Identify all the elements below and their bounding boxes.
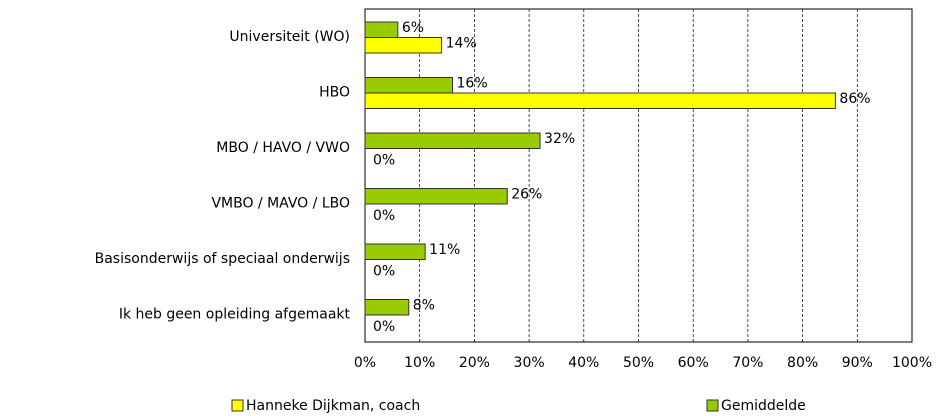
x-tick-label: 100% xyxy=(892,355,932,371)
value-label: 0% xyxy=(373,319,395,335)
value-label: 32% xyxy=(544,131,575,147)
value-label: 86% xyxy=(839,91,870,107)
legend-label: Gemiddelde xyxy=(721,398,806,414)
value-label: 0% xyxy=(373,208,395,224)
x-tick-label: 90% xyxy=(842,355,873,371)
bar xyxy=(364,77,454,94)
y-tick-label: Basisonderwijs of speciaal onderwijs xyxy=(95,251,350,267)
bar xyxy=(364,92,836,109)
bar xyxy=(364,243,426,260)
value-label: 11% xyxy=(429,242,460,258)
value-label: 0% xyxy=(373,263,395,279)
legend-swatch xyxy=(706,399,719,412)
y-tick-label: Universiteit (WO) xyxy=(229,29,350,45)
x-tick-label: 30% xyxy=(514,355,545,371)
y-tick-label: Ik heb geen opleiding afgemaakt xyxy=(119,306,351,322)
x-tick-label: 50% xyxy=(623,355,654,371)
value-label: 16% xyxy=(457,75,488,91)
value-label: 8% xyxy=(413,297,435,313)
y-tick-label: MBO / HAVO / VWO xyxy=(216,140,350,156)
x-tick-label: 20% xyxy=(459,355,490,371)
y-tick-label: HBO xyxy=(319,84,350,100)
x-tick-label: 70% xyxy=(732,355,763,371)
y-tick-label: VMBO / MAVO / LBO xyxy=(211,195,350,211)
x-tick-label: 10% xyxy=(404,355,435,371)
plot-border xyxy=(364,8,913,343)
value-label: 14% xyxy=(446,35,477,51)
bar xyxy=(364,37,443,54)
value-label: 6% xyxy=(402,20,424,36)
legend-swatch xyxy=(231,399,244,412)
x-tick-label: 0% xyxy=(354,355,376,371)
bar xyxy=(364,188,508,205)
x-tick-label: 60% xyxy=(678,355,709,371)
bar xyxy=(364,21,399,38)
value-label: 0% xyxy=(373,152,395,168)
x-tick-label: 40% xyxy=(568,355,599,371)
x-tick-label: 80% xyxy=(787,355,818,371)
value-label: 26% xyxy=(511,186,542,202)
bar xyxy=(364,132,541,149)
bar xyxy=(364,299,410,316)
legend-label: Hanneke Dijkman, coach xyxy=(246,398,420,414)
